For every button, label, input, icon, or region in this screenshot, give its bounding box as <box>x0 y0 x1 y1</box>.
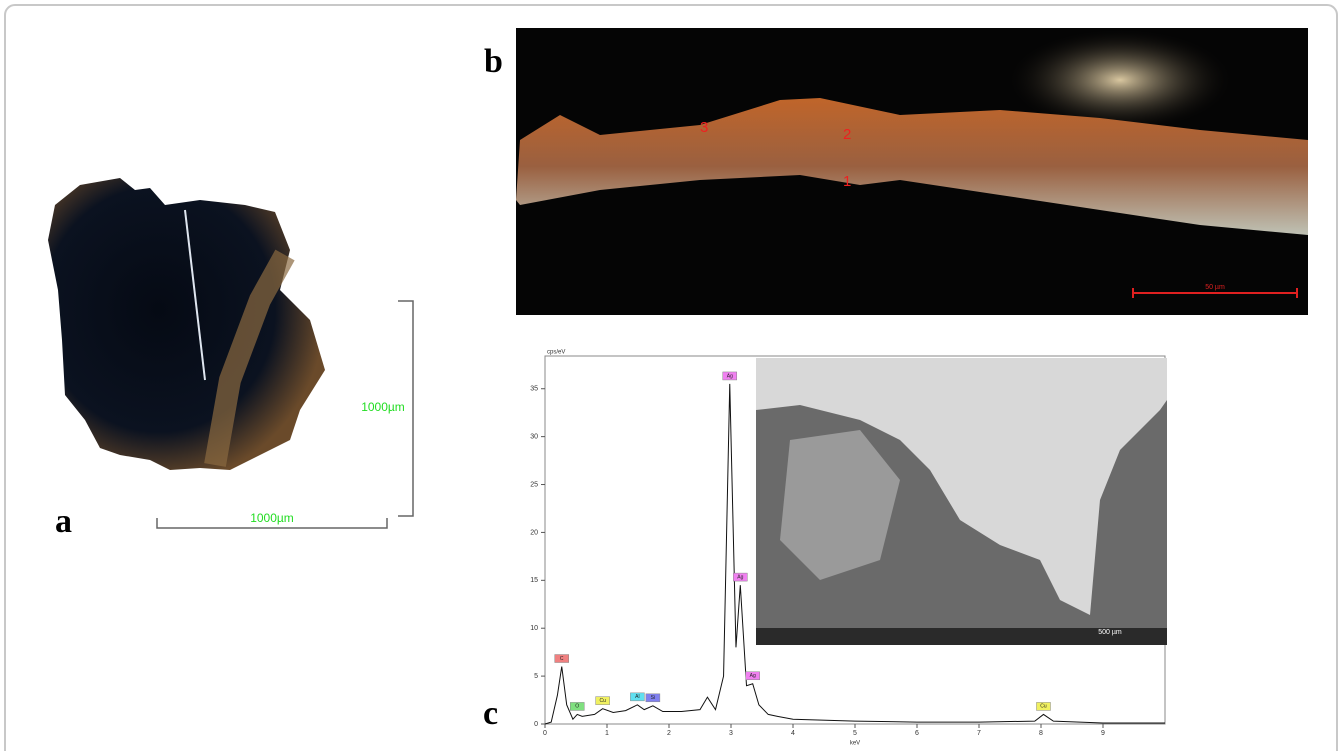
peak-label: Ag <box>750 673 756 679</box>
peak-label: Al <box>635 694 639 700</box>
y-tick-label: 20 <box>530 529 538 536</box>
peak-label: O <box>575 704 579 710</box>
y-tick-label: 5 <box>534 673 538 680</box>
x-tick-label: 2 <box>667 730 671 737</box>
x-tick-label: 9 <box>1101 730 1105 737</box>
peak-label: Ag <box>727 373 733 379</box>
scale-label: 1000µm <box>250 511 294 525</box>
x-tick-label: 0 <box>543 730 547 737</box>
y-tick-label: 25 <box>530 481 538 488</box>
sem-inset: 500 µm <box>756 358 1167 645</box>
y-tick-label: 35 <box>530 386 538 393</box>
panel-label: c <box>483 695 498 732</box>
sem-scale-label: 500 µm <box>1098 629 1122 636</box>
layer-label: 3 <box>700 119 708 136</box>
peak-label: Cu <box>1040 704 1047 710</box>
scale-label: 1000µm <box>361 400 405 414</box>
panel-b: 3 2 1 50 µm b <box>484 28 1308 315</box>
y-tick-label: 30 <box>530 433 538 440</box>
x-tick-label: 8 <box>1039 730 1043 737</box>
x-tick-label: 3 <box>729 730 733 737</box>
panel-label: a <box>55 503 72 540</box>
peak-label: Cu <box>599 698 606 704</box>
peak-label: Si <box>651 695 655 701</box>
y-tick-label: 0 <box>534 721 538 728</box>
x-tick-label: 5 <box>853 730 857 737</box>
x-tick-label: 6 <box>915 730 919 737</box>
x-tick-label: 7 <box>977 730 981 737</box>
x-tick-label: 1 <box>605 730 609 737</box>
layer-label: 1 <box>843 173 851 190</box>
peak-label: Ag <box>737 574 743 580</box>
peak-label: C <box>560 656 564 662</box>
figure: 1000µm 1000µm a 3 2 1 50 µm b c 05101520… <box>0 0 1342 751</box>
layer-label: 2 <box>843 126 851 143</box>
x-tick-label: 4 <box>791 730 795 737</box>
y-axis-label: cps/eV <box>547 350 565 356</box>
y-tick-label: 15 <box>530 577 538 584</box>
scale-label: 50 µm <box>1205 284 1225 291</box>
panel-label: b <box>484 43 503 80</box>
x-axis-label: keV <box>850 741 860 747</box>
y-tick-label: 10 <box>530 625 538 632</box>
